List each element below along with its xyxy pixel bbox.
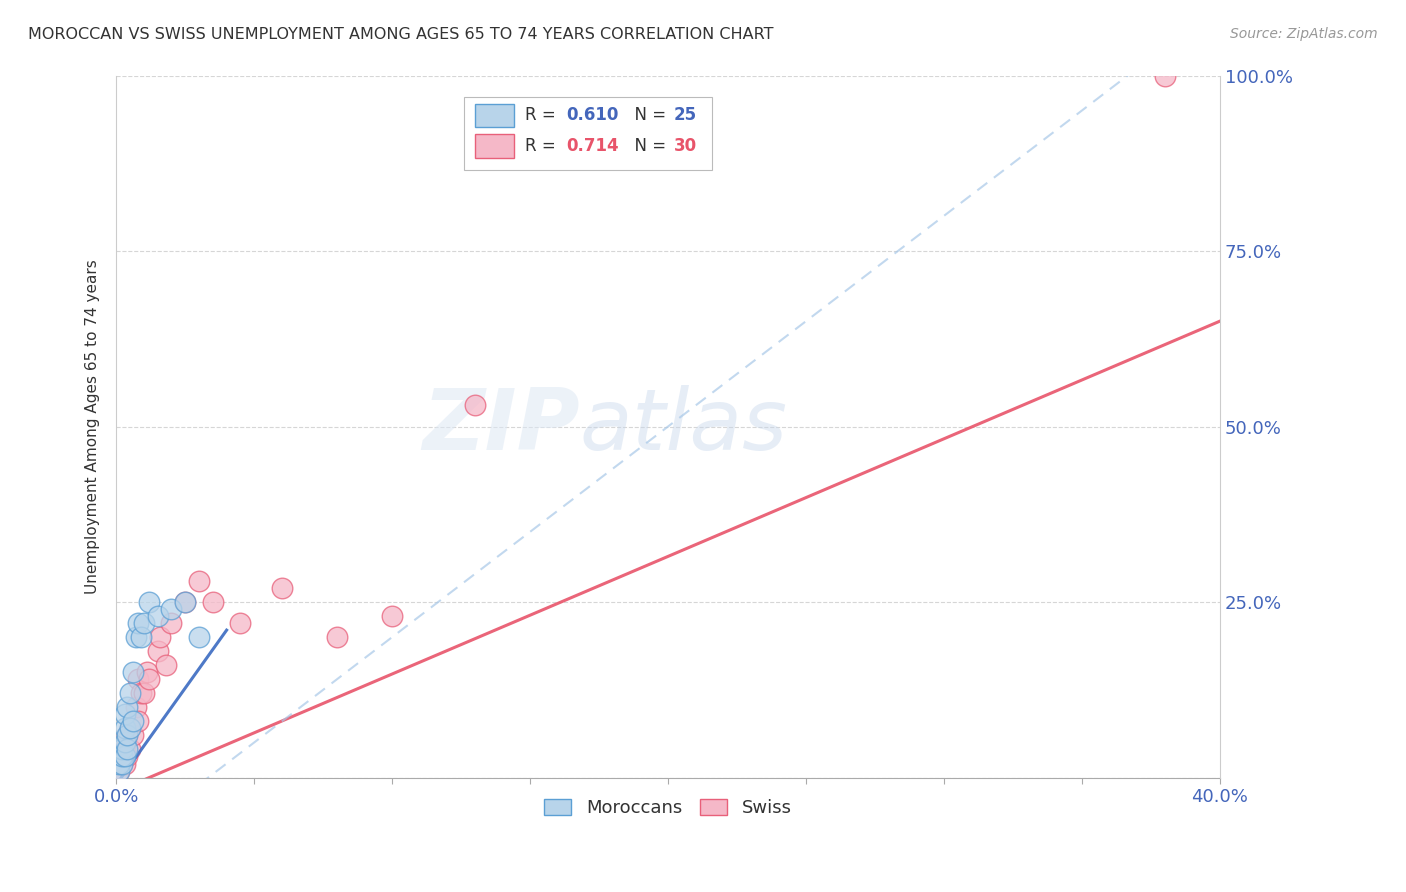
FancyBboxPatch shape	[475, 103, 513, 127]
Point	[117, 749, 139, 764]
Point	[117, 728, 139, 742]
Point	[132, 616, 155, 631]
Point	[127, 616, 149, 631]
Text: Source: ZipAtlas.com: Source: ZipAtlas.com	[1230, 27, 1378, 41]
Text: ZIP: ZIP	[422, 385, 579, 468]
Point	[188, 574, 211, 588]
Legend: Moroccans, Swiss: Moroccans, Swiss	[537, 792, 799, 825]
Point	[155, 658, 177, 673]
Point	[111, 742, 134, 756]
Point	[117, 742, 139, 756]
Point	[135, 665, 157, 680]
Point	[114, 742, 136, 756]
Y-axis label: Unemployment Among Ages 65 to 74 years: Unemployment Among Ages 65 to 74 years	[86, 260, 100, 594]
Point	[201, 595, 224, 609]
Point	[114, 735, 136, 749]
Text: N =: N =	[624, 106, 671, 124]
Text: 0.610: 0.610	[567, 106, 619, 124]
Point	[160, 616, 183, 631]
Point	[138, 595, 160, 609]
Point	[121, 665, 143, 680]
Point	[111, 749, 134, 764]
Point	[108, 764, 131, 778]
Point	[127, 714, 149, 729]
Point	[188, 630, 211, 644]
Point	[174, 595, 197, 609]
Point	[146, 644, 169, 658]
Point	[120, 722, 142, 736]
Point	[121, 728, 143, 742]
Point	[129, 630, 152, 644]
Point	[111, 756, 134, 771]
Point	[120, 722, 142, 736]
Point	[120, 742, 142, 756]
Point	[138, 673, 160, 687]
Text: atlas: atlas	[579, 385, 787, 468]
Point	[108, 756, 131, 771]
Text: 30: 30	[673, 137, 696, 155]
Point	[464, 399, 486, 413]
Point	[108, 764, 131, 778]
Point	[111, 756, 134, 771]
Text: 25: 25	[673, 106, 696, 124]
Point	[149, 630, 172, 644]
Point	[129, 686, 152, 700]
Point	[381, 609, 404, 624]
Point	[124, 700, 146, 714]
Point	[114, 749, 136, 764]
Point	[117, 700, 139, 714]
FancyBboxPatch shape	[464, 96, 711, 170]
Point	[120, 686, 142, 700]
Point	[229, 616, 252, 631]
Point	[127, 673, 149, 687]
FancyBboxPatch shape	[475, 135, 513, 158]
Text: 0.714: 0.714	[567, 137, 619, 155]
Point	[124, 630, 146, 644]
Point	[121, 714, 143, 729]
Point	[326, 630, 349, 644]
Text: R =: R =	[524, 137, 561, 155]
Point	[117, 728, 139, 742]
Point	[114, 756, 136, 771]
Point	[160, 602, 183, 616]
Point	[114, 707, 136, 722]
Point	[132, 686, 155, 700]
Text: MOROCCAN VS SWISS UNEMPLOYMENT AMONG AGES 65 TO 74 YEARS CORRELATION CHART: MOROCCAN VS SWISS UNEMPLOYMENT AMONG AGE…	[28, 27, 773, 42]
Point	[1153, 69, 1175, 83]
Point	[114, 722, 136, 736]
Point	[174, 595, 197, 609]
Point	[270, 581, 292, 595]
Text: N =: N =	[624, 137, 671, 155]
Text: R =: R =	[524, 106, 561, 124]
Point	[111, 749, 134, 764]
Point	[146, 609, 169, 624]
